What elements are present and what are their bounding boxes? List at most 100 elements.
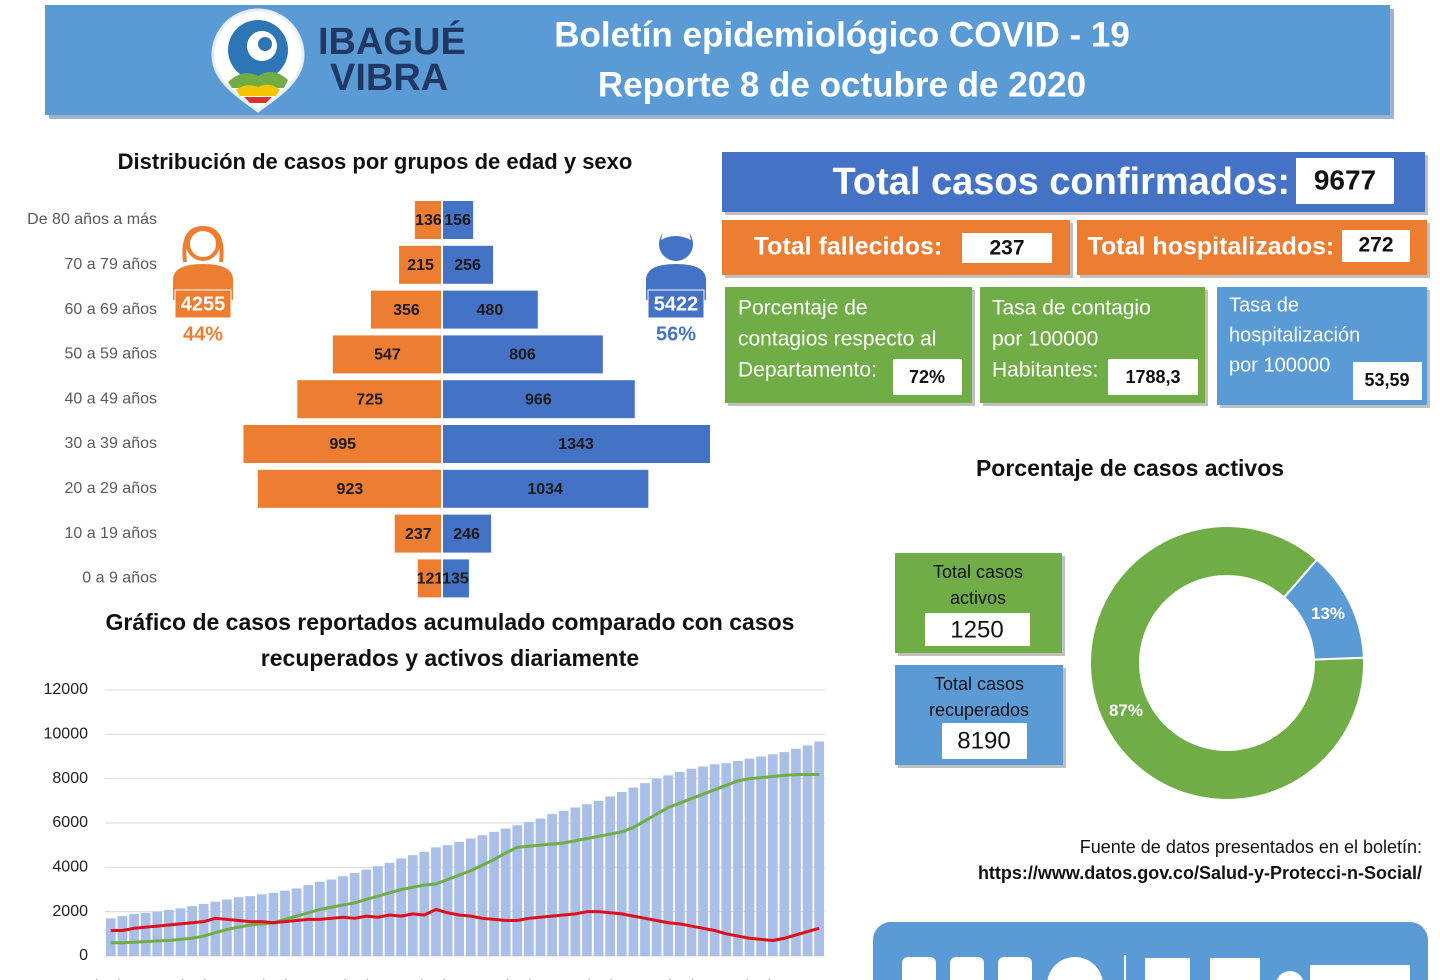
donut-title: Porcentaje de casos activos xyxy=(975,455,1285,481)
y-tick-label: 8000 xyxy=(52,770,88,787)
bar xyxy=(605,796,616,956)
bar xyxy=(651,778,662,956)
chart-title: Distribución de casos por grupos de edad… xyxy=(118,149,633,174)
bar xyxy=(442,845,453,956)
logo-hills xyxy=(228,71,288,88)
kpi-label: Tasa de xyxy=(1229,294,1299,316)
category-label: 40 a 49 años xyxy=(64,390,157,407)
bar xyxy=(419,851,430,956)
kpi-value: 72% xyxy=(909,367,945,387)
bar xyxy=(686,768,697,956)
logo-hills xyxy=(244,97,272,103)
kpi-value-box xyxy=(1296,158,1394,204)
bar xyxy=(640,783,650,956)
x-tick-label: 26/09/20 xyxy=(649,978,711,980)
kpi-label: Tasa de contagio xyxy=(992,297,1151,320)
kpi-label: por 100000 xyxy=(1229,354,1330,376)
gender-share: 56% xyxy=(656,323,696,345)
data-label: 923 xyxy=(337,481,364,498)
data-label: 121 xyxy=(417,571,444,588)
footer-logo xyxy=(950,957,984,980)
y-tick-label: 6000 xyxy=(52,814,88,831)
footer-logo xyxy=(1210,958,1260,980)
x-tick-label: 5/09/20 xyxy=(409,978,462,980)
bar xyxy=(291,888,302,956)
y-tick-label: 12000 xyxy=(44,681,89,698)
data-label: 13% xyxy=(1311,604,1345,623)
bar xyxy=(791,748,801,956)
bar xyxy=(512,825,523,956)
bar xyxy=(129,913,139,956)
gender-total: 5422 xyxy=(654,293,699,315)
bar xyxy=(442,380,635,419)
bar xyxy=(500,828,511,956)
bar xyxy=(779,752,790,956)
header-title: Boletín epidemiológico COVID - 19 xyxy=(554,15,1130,54)
line-series xyxy=(110,772,820,945)
kpi-value-box xyxy=(1342,230,1410,262)
data-label: 237 xyxy=(405,526,432,543)
bar xyxy=(744,758,755,956)
x-tick-label: 15/08/20 xyxy=(161,978,223,980)
bar xyxy=(332,335,442,374)
kpi-value: 272 xyxy=(1358,234,1393,257)
bar xyxy=(105,918,116,956)
data-label: 356 xyxy=(393,302,420,319)
category-label: 70 a 79 años xyxy=(64,256,157,273)
bar xyxy=(442,245,494,284)
bar xyxy=(373,866,383,956)
bar xyxy=(414,201,442,239)
bar xyxy=(523,821,534,956)
bar xyxy=(117,916,128,956)
bar xyxy=(698,766,708,956)
line-series xyxy=(110,907,820,942)
kpi-label: Departamento: xyxy=(738,359,877,382)
kpi-label: Total fallecidos: xyxy=(754,233,942,261)
bar xyxy=(297,380,442,419)
bar xyxy=(628,787,639,956)
data-label: 995 xyxy=(329,436,356,453)
data-label: 1034 xyxy=(527,481,563,498)
bar xyxy=(442,425,710,463)
data-label: 215 xyxy=(407,257,434,274)
data-label: 87% xyxy=(1109,701,1143,720)
x-tick-label: 12/09/20 xyxy=(486,978,548,980)
data-label: 156 xyxy=(444,212,471,229)
x-tick-label: 29/08/20 xyxy=(324,978,386,980)
data-label: 966 xyxy=(525,391,552,408)
kpi-value-box xyxy=(1108,359,1198,395)
kpi-label: contagios respecto al xyxy=(738,328,936,351)
bar xyxy=(442,290,538,329)
header-subtitle: Reporte 8 de octubre de 2020 xyxy=(598,65,1086,104)
bar xyxy=(442,559,469,598)
y-tick-label: 2000 xyxy=(52,903,88,920)
category-label: 30 a 39 años xyxy=(64,435,157,452)
kpi-label: hospitalización xyxy=(1229,324,1360,346)
bar xyxy=(442,335,603,374)
bar xyxy=(570,807,581,956)
bar xyxy=(198,903,209,956)
bar xyxy=(396,858,407,956)
data-label: 136 xyxy=(415,212,442,229)
bar xyxy=(477,835,488,956)
bar xyxy=(152,911,163,956)
x-tick-label: 8/08/20 xyxy=(84,978,137,980)
bar xyxy=(268,892,279,956)
footer-logo xyxy=(902,957,936,980)
bar xyxy=(814,741,825,956)
bar xyxy=(535,818,546,956)
source-url: https://www.datos.gov.co/Salud-y-Protecc… xyxy=(978,863,1422,883)
bar xyxy=(370,290,442,329)
x-tick-label: 3/10/20 xyxy=(734,978,787,980)
bar xyxy=(616,791,627,956)
y-tick-label: 0 xyxy=(79,947,88,964)
category-label: 10 a 19 años xyxy=(64,525,157,542)
data-label: 725 xyxy=(356,391,383,408)
bar xyxy=(442,469,649,508)
kpi-value-box xyxy=(925,613,1030,646)
kpi-value: 237 xyxy=(989,237,1024,260)
kpi-value: 9677 xyxy=(1314,164,1376,195)
bar xyxy=(547,814,557,956)
